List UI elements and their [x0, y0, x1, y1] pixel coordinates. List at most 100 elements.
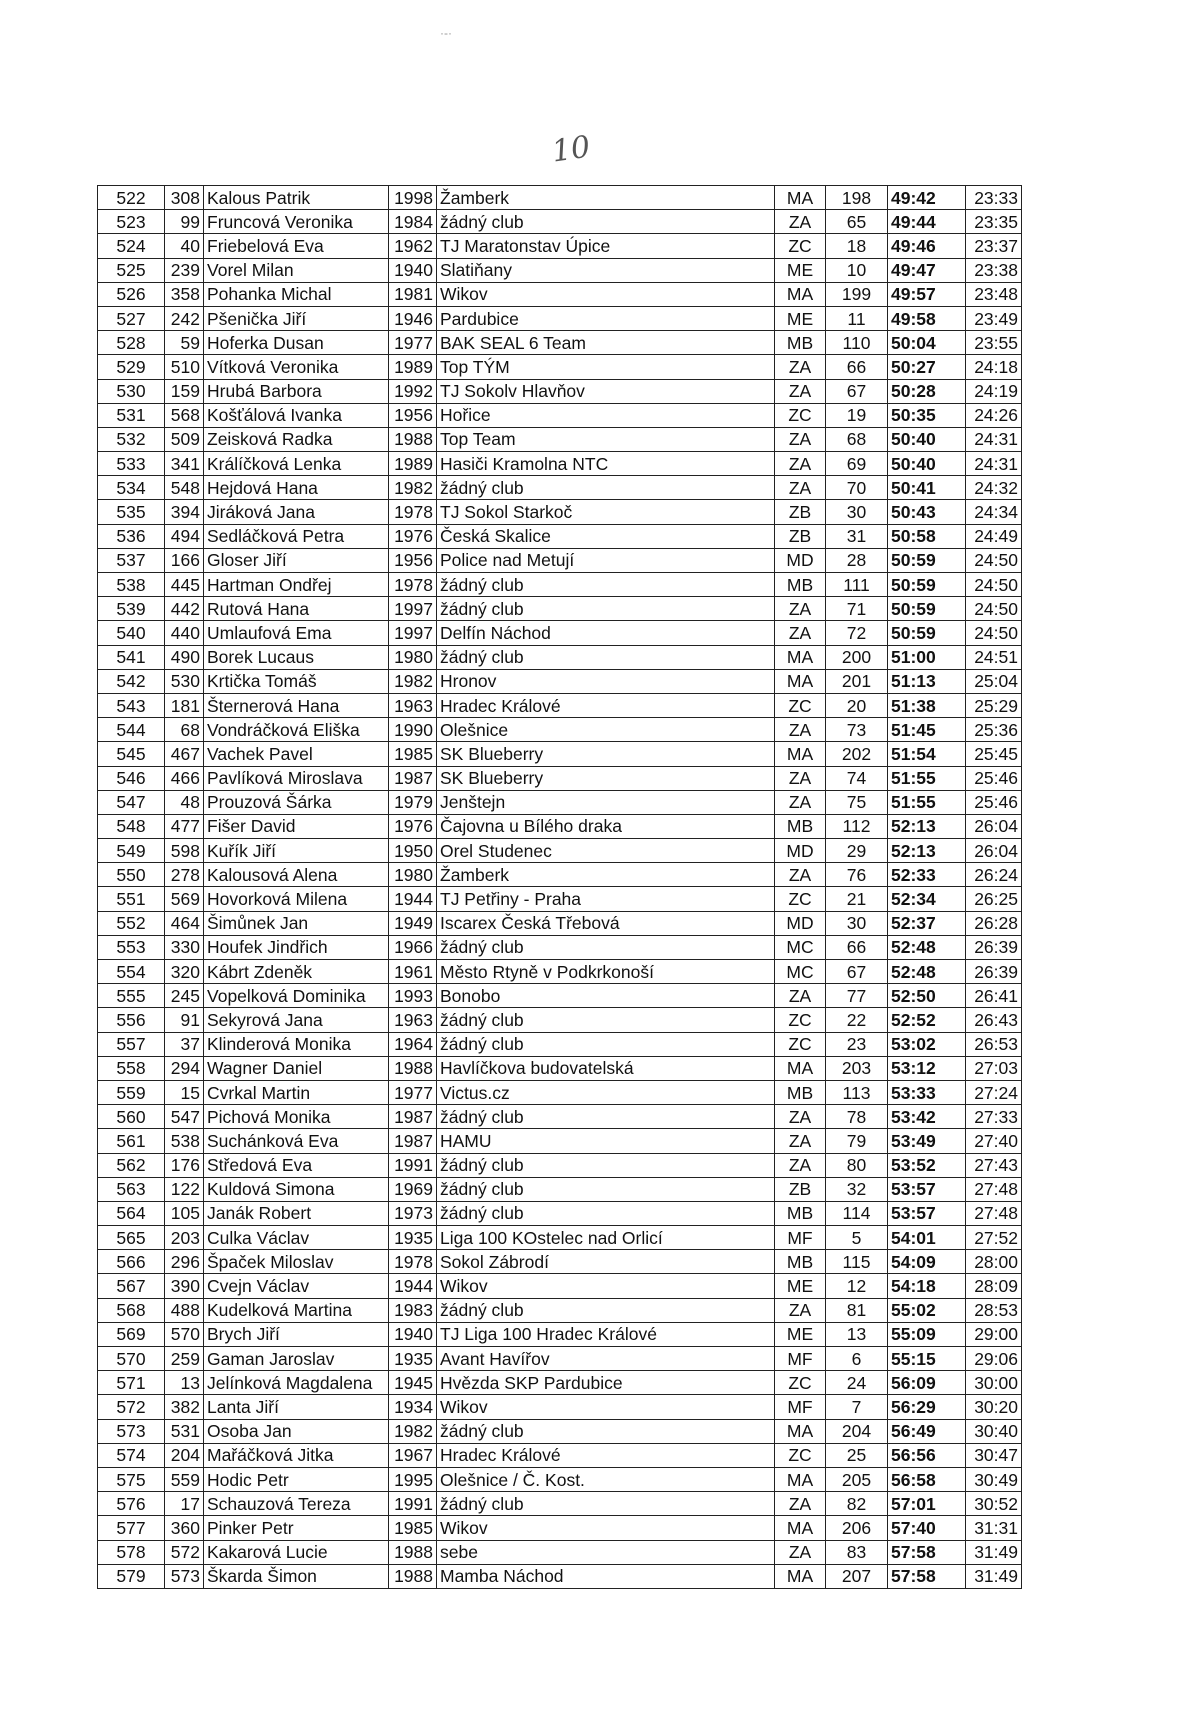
category-rank-cell: 20	[825, 692, 888, 719]
name-cell: Mařáčková Jitka	[203, 1442, 389, 1468]
year-cell: 1989	[388, 451, 437, 477]
category-cell: MA	[774, 281, 826, 307]
category-cell: MB	[774, 1249, 826, 1275]
bib-cell: 559	[164, 1466, 204, 1493]
year-cell: 1979	[388, 789, 437, 815]
category-rank-cell: 30	[825, 499, 888, 525]
pace-cell: 24:34	[965, 499, 1022, 525]
time-cell: 51:55	[887, 765, 966, 791]
pace-cell: 30:49	[965, 1466, 1022, 1493]
time-cell: 56:58	[887, 1466, 966, 1493]
category-rank-cell: 29	[825, 838, 888, 864]
name-cell: Pohanka Michal	[203, 281, 389, 307]
position-cell: 536	[97, 523, 165, 549]
bib-cell: 440	[164, 620, 204, 646]
name-cell: Suchánková Eva	[203, 1128, 389, 1154]
time-cell: 54:18	[887, 1273, 966, 1299]
club-cell: žádný club	[436, 209, 775, 235]
position-cell: 529	[97, 354, 165, 380]
bib-cell: 598	[164, 838, 204, 864]
bib-cell: 37	[164, 1031, 204, 1057]
time-cell: 49:46	[887, 233, 966, 259]
position-cell: 545	[97, 741, 165, 767]
name-cell: Schauzová Tereza	[203, 1491, 389, 1517]
position-cell: 543	[97, 692, 165, 719]
table-row: 546 466 Pavlíková Miroslava 1987 SK Blueberr…	[97, 765, 1022, 791]
year-cell: 1988	[388, 1563, 437, 1589]
bib-cell: 17	[164, 1491, 204, 1517]
bib-cell: 358	[164, 281, 204, 307]
category-cell: ZC	[774, 1031, 826, 1057]
time-cell: 51:00	[887, 644, 966, 670]
club-cell: žádný club	[436, 1418, 775, 1444]
category-cell: ZB	[774, 1176, 826, 1202]
position-cell: 567	[97, 1273, 165, 1299]
position-cell: 538	[97, 571, 165, 598]
category-rank-cell: 204	[825, 1418, 888, 1444]
bib-cell: 569	[164, 886, 204, 912]
time-cell: 55:15	[887, 1345, 966, 1372]
pace-cell: 27:33	[965, 1104, 1022, 1130]
table-row: 540 440 Umlaufová Ema 1997 Delfín Náchod ZA 72…	[97, 620, 1022, 646]
year-cell: 1956	[388, 402, 437, 428]
category-rank-cell: 66	[825, 934, 888, 961]
category-rank-cell: 24	[825, 1370, 888, 1396]
category-rank-cell: 21	[825, 886, 888, 912]
category-cell: MA	[774, 1418, 826, 1444]
category-cell: MA	[774, 1466, 826, 1493]
name-cell: Brych Jiří	[203, 1321, 389, 1348]
club-cell: Olešnice	[436, 717, 775, 743]
pace-cell: 24:51	[965, 644, 1022, 670]
pace-cell: 27:52	[965, 1225, 1022, 1251]
bib-cell: 531	[164, 1418, 204, 1444]
year-cell: 1984	[388, 209, 437, 235]
year-cell: 1989	[388, 354, 437, 380]
table-row: 576 17 Schauzová Tereza 1991 žádný club ZA 82 5…	[97, 1491, 1022, 1517]
name-cell: Špaček Miloslav	[203, 1249, 389, 1275]
category-rank-cell: 115	[825, 1249, 888, 1275]
year-cell: 1934	[388, 1394, 437, 1420]
bib-cell: 573	[164, 1563, 204, 1589]
club-cell: Wikov	[436, 1273, 775, 1299]
scan-artifact: ·‐·	[440, 26, 452, 40]
category-cell: MB	[774, 571, 826, 598]
name-cell: Kakarová Lucie	[203, 1539, 389, 1565]
time-cell: 52:13	[887, 838, 966, 864]
time-cell: 53:52	[887, 1152, 966, 1178]
year-cell: 1944	[388, 886, 437, 912]
pace-cell: 26:04	[965, 813, 1022, 840]
club-cell: žádný club	[436, 596, 775, 622]
bib-cell: 294	[164, 1055, 204, 1081]
pace-cell: 25:46	[965, 789, 1022, 815]
year-cell: 1973	[388, 1200, 437, 1227]
table-row: 533 341 Králíčková Lenka 1989 Hasiči Kramoln…	[97, 451, 1022, 477]
name-cell: Cvrkal Martin	[203, 1079, 389, 1106]
bib-cell: 320	[164, 958, 204, 985]
position-cell: 530	[97, 378, 165, 404]
position-cell: 564	[97, 1200, 165, 1227]
year-cell: 1988	[388, 1055, 437, 1081]
pace-cell: 27:43	[965, 1152, 1022, 1178]
time-cell: 51:38	[887, 692, 966, 719]
pace-cell: 27:03	[965, 1055, 1022, 1081]
club-cell: Hasiči Kramolna NTC	[436, 451, 775, 477]
time-cell: 50:59	[887, 596, 966, 622]
category-cell: ZA	[774, 620, 826, 646]
pace-cell: 27:48	[965, 1176, 1022, 1202]
year-cell: 1993	[388, 983, 437, 1009]
year-cell: 1990	[388, 717, 437, 743]
category-cell: ZA	[774, 1104, 826, 1130]
position-cell: 534	[97, 475, 165, 501]
table-row: 555 245 Vopelková Dominika 1993 Bonobo ZA 77 52…	[97, 983, 1022, 1009]
category-cell: MA	[774, 1515, 826, 1541]
year-cell: 1982	[388, 1418, 437, 1444]
position-cell: 547	[97, 789, 165, 815]
bib-cell: 204	[164, 1442, 204, 1468]
year-cell: 1966	[388, 934, 437, 961]
bib-cell: 91	[164, 1007, 204, 1033]
pace-cell: 27:48	[965, 1200, 1022, 1227]
name-cell: Vítková Veronika	[203, 354, 389, 380]
table-row: 530 159 Hrubá Barbora 1992 TJ Sokolv Hlavňov…	[97, 378, 1022, 404]
pace-cell: 24:49	[965, 523, 1022, 549]
pace-cell: 26:04	[965, 838, 1022, 864]
